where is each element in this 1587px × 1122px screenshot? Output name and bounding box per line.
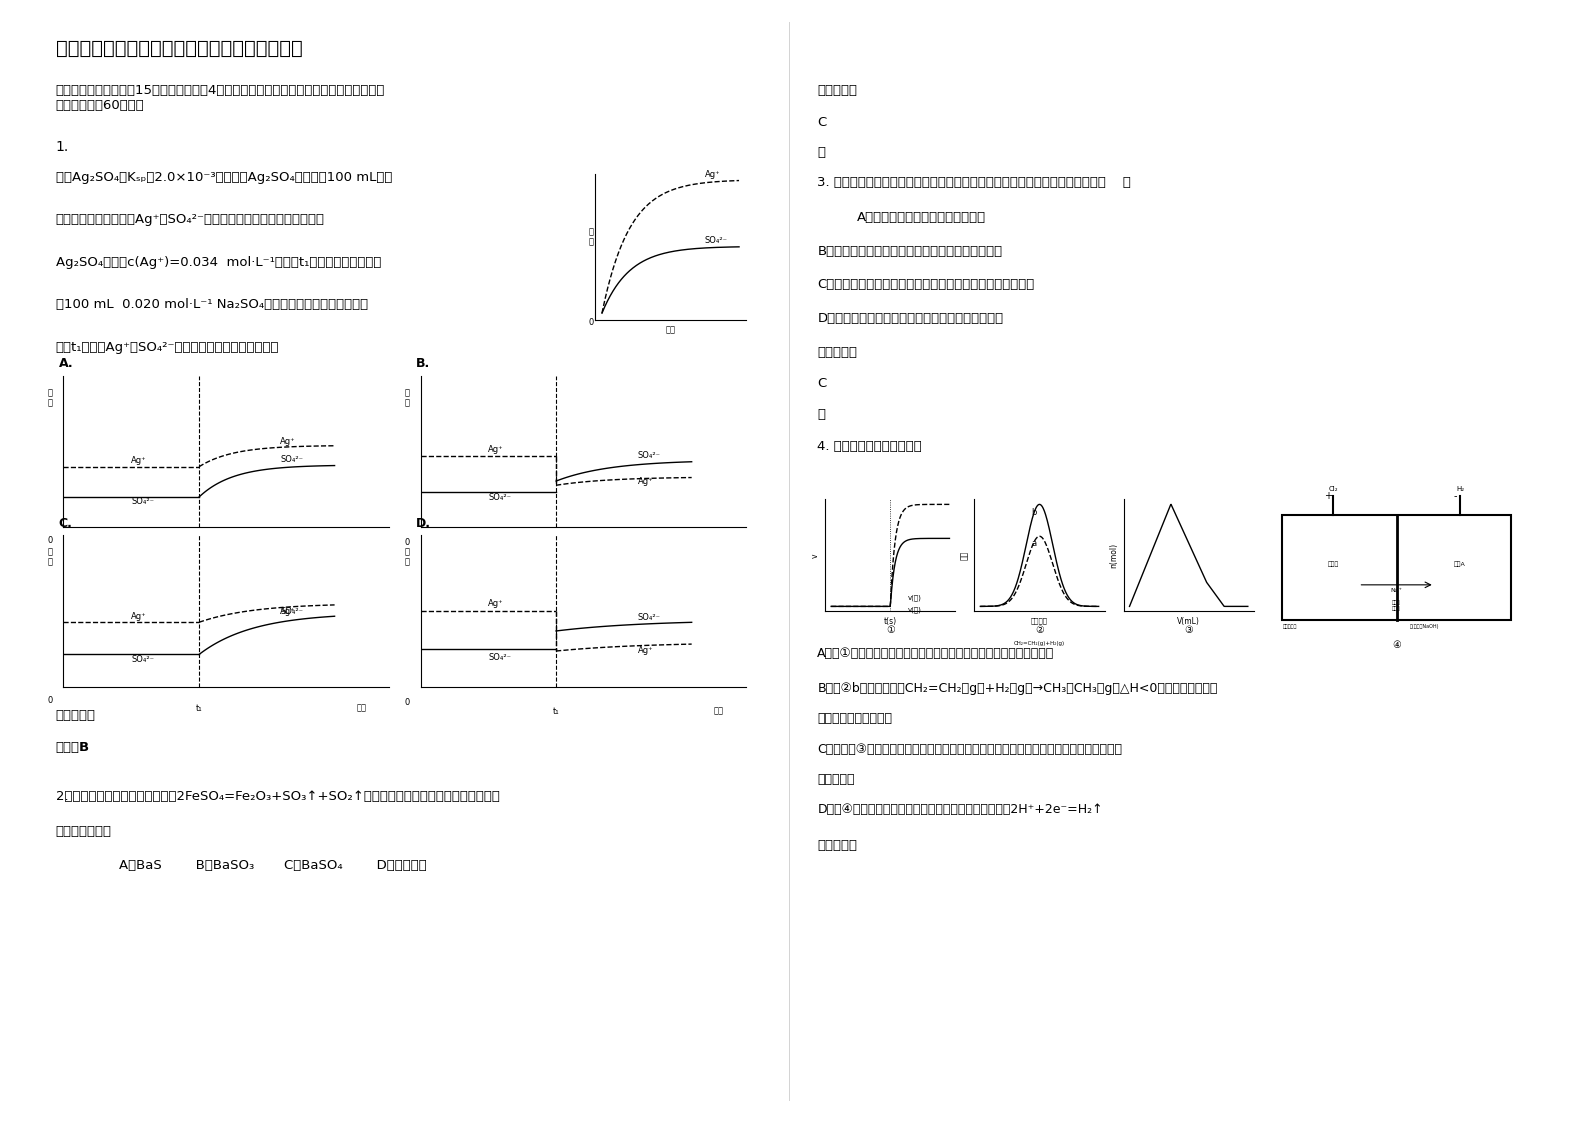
Text: t₁: t₁ xyxy=(552,707,560,716)
Text: Ag⁺: Ag⁺ xyxy=(638,477,654,486)
Text: D．图④电解饱和食盐水的装置中阴极的电极反应式为：2H⁺+2e⁻=H₂↑: D．图④电解饱和食盐水的装置中阴极的电极反应式为：2H⁺+2e⁻=H₂↑ xyxy=(817,803,1103,817)
Text: 陕西省汉中市铁路中学高三化学模拟试卷含解析: 陕西省汉中市铁路中学高三化学模拟试卷含解析 xyxy=(56,39,302,58)
Text: 参考答案：: 参考答案： xyxy=(817,346,857,359)
Text: A．图①可以表示对某化学平衡体系改变温度后反应速率随时间的变化: A．图①可以表示对某化学平衡体系改变温度后反应速率随时间的变化 xyxy=(817,647,1054,661)
Text: 水(含少量NaOH): 水(含少量NaOH) xyxy=(1409,625,1439,629)
Text: 浓
度: 浓 度 xyxy=(405,388,409,407)
Text: -: - xyxy=(1454,491,1457,502)
Text: 时间: 时间 xyxy=(714,546,724,555)
Text: 0: 0 xyxy=(405,698,409,707)
Text: 3. 煤是工业的粮食，石油是工业的血液。下列关于煤和石油的说法中错误的是（    ）: 3. 煤是工业的粮食，石油是工业的血液。下列关于煤和石油的说法中错误的是（ ） xyxy=(817,176,1132,190)
Text: ②: ② xyxy=(1035,625,1044,635)
Text: 参考答案：: 参考答案： xyxy=(817,84,857,98)
Text: SO₄²⁻: SO₄²⁻ xyxy=(281,456,303,465)
Text: 4. 下列各图与表述一致的是: 4. 下列各图与表述一致的是 xyxy=(817,440,922,453)
Text: +: + xyxy=(1324,491,1331,502)
Text: a: a xyxy=(1032,540,1036,549)
Text: Na⁺: Na⁺ xyxy=(1390,588,1403,592)
Text: SO₄²⁻: SO₄²⁻ xyxy=(489,653,511,662)
Text: Ag⁺: Ag⁺ xyxy=(281,607,297,616)
Text: SO₄²⁻: SO₄²⁻ xyxy=(705,236,728,245)
Text: SO₄²⁻: SO₄²⁻ xyxy=(489,493,511,502)
X-axis label: 反应过程: 反应过程 xyxy=(1032,617,1047,624)
Text: Ag⁺: Ag⁺ xyxy=(132,611,148,620)
Text: 浓
度: 浓 度 xyxy=(405,548,409,567)
Text: 0: 0 xyxy=(48,536,52,545)
Text: 反应过程中的能量变化: 反应过程中的能量变化 xyxy=(817,712,892,726)
Text: A．BaS        B．BaSO₃       C．BaSO₄        D．以上都有: A．BaS B．BaSO₃ C．BaSO₄ D．以上都有 xyxy=(119,859,427,873)
Text: C．煤制煤气是物理变化，是高效、清洁地利用煤的重要途径: C．煤制煤气是物理变化，是高效、清洁地利用煤的重要途径 xyxy=(817,278,1035,292)
Text: t₁: t₁ xyxy=(195,703,203,712)
Text: Ag₂SO₄溶液中c(Ag⁺)=0.034  mol·L⁻¹）。若t₁时刻在上述体系中加: Ag₂SO₄溶液中c(Ag⁺)=0.034 mol·L⁻¹）。若t₁时刻在上述体… xyxy=(56,256,381,269)
Text: Ag⁺: Ag⁺ xyxy=(132,457,148,466)
Text: 质的量变化: 质的量变化 xyxy=(817,773,855,787)
Text: 表示t₁时刻后Ag⁺和SO₄²⁻浓度随时间变化关系的是（）: 表示t₁时刻后Ag⁺和SO₄²⁻浓度随时间变化关系的是（） xyxy=(56,341,279,355)
Text: Ag⁺: Ag⁺ xyxy=(281,436,297,445)
Text: Ag⁺: Ag⁺ xyxy=(489,444,505,453)
Text: 一、单选题（本大题共15个小题，每小题4分。在每小题给出的四个选项中，只有一项符合
题目要求，共60分。）: 一、单选题（本大题共15个小题，每小题4分。在每小题给出的四个选项中，只有一项符… xyxy=(56,84,386,112)
Text: SO₄²⁻: SO₄²⁻ xyxy=(132,655,154,664)
Text: 略: 略 xyxy=(817,146,825,159)
Text: SO₄²⁻: SO₄²⁻ xyxy=(638,451,660,460)
Text: t₁: t₁ xyxy=(195,543,203,552)
Text: A．石油和煤属于不可再生矿物能源: A．石油和煤属于不可再生矿物能源 xyxy=(857,211,986,224)
Text: Ag⁺: Ag⁺ xyxy=(705,169,720,178)
Y-axis label: n(mol): n(mol) xyxy=(1109,543,1117,568)
Text: 2.: 2. xyxy=(56,790,68,803)
Text: ④: ④ xyxy=(1392,640,1401,650)
Text: B．图②b曲线表示反应CH₂=CH₂（g）+H₂（g）→CH₃－CH₃（g）△H<0，使用催化剂时，: B．图②b曲线表示反应CH₂=CH₂（g）+H₂（g）→CH₃－CH₃（g）△H… xyxy=(817,682,1217,696)
Text: 高温下硫酸亚铁发生如下反应：2FeSO₄=Fe₂O₃+SO₃↑+SO₂↑，若将生成的气体通入氯化钡溶液中，: 高温下硫酸亚铁发生如下反应：2FeSO₄=Fe₂O₃+SO₃↑+SO₂↑，若将生… xyxy=(56,790,500,803)
Text: 溶液A: 溶液A xyxy=(1454,561,1466,567)
Text: 时间: 时间 xyxy=(714,707,724,716)
Text: Ag⁺: Ag⁺ xyxy=(638,646,654,655)
Text: H₂: H₂ xyxy=(1455,486,1465,493)
Text: 答案：B: 答案：B xyxy=(56,741,90,754)
X-axis label: 时间: 时间 xyxy=(665,325,676,334)
Y-axis label: v: v xyxy=(811,553,819,558)
Text: ③: ③ xyxy=(1184,625,1193,635)
Text: Ag⁺: Ag⁺ xyxy=(489,599,505,608)
Text: CH₂=CH₂(g)+H₂(g): CH₂=CH₂(g)+H₂(g) xyxy=(1014,641,1065,646)
Text: B．石油中不含有烯烃，可以通过石油的分馏得汽油: B．石油中不含有烯烃，可以通过石油的分馏得汽油 xyxy=(817,245,1003,258)
Text: SO₄²⁻: SO₄²⁻ xyxy=(132,497,154,506)
Text: SO₄²⁻: SO₄²⁻ xyxy=(281,607,303,616)
Text: SO₄²⁻: SO₄²⁻ xyxy=(638,613,660,622)
Text: C.: C. xyxy=(59,516,73,530)
Text: 饱和食盐水: 饱和食盐水 xyxy=(1282,625,1297,629)
Text: 浓
度: 浓 度 xyxy=(48,548,52,567)
Text: Cl₂: Cl₂ xyxy=(1328,486,1338,493)
Text: 至刚好饱和，该过程中Ag⁺和SO₄²⁻浓度随时间变化关系如右图（饱和: 至刚好饱和，该过程中Ag⁺和SO₄²⁻浓度随时间变化关系如右图（饱和 xyxy=(56,213,325,227)
Text: 阳离子
交换膜: 阳离子 交换膜 xyxy=(1392,600,1401,611)
Text: 得到的沉淀物是: 得到的沉淀物是 xyxy=(56,825,111,838)
Text: D.: D. xyxy=(416,516,430,530)
Text: v(逆): v(逆) xyxy=(908,595,922,601)
Text: D．煤干馏主要得到焦炭、煤焦油、粗氨水和焦炉气: D．煤干馏主要得到焦炭、煤焦油、粗氨水和焦炉气 xyxy=(817,312,1003,325)
Text: 时间: 时间 xyxy=(357,703,367,712)
Text: C: C xyxy=(817,377,827,390)
Text: 1.: 1. xyxy=(56,140,68,154)
Text: ①: ① xyxy=(886,625,895,635)
Text: 参考答案：: 参考答案： xyxy=(56,709,95,723)
Text: B.: B. xyxy=(416,357,430,370)
Text: 入100 mL  0.020 mol·L⁻¹ Na₂SO₄溶液，下列示意图中，能正确: 入100 mL 0.020 mol·L⁻¹ Na₂SO₄溶液，下列示意图中，能正… xyxy=(56,298,368,312)
Text: C．曲线图③可以表示向一定量的氢氧化钠溶液中滴加一定浓度氯化铝溶液时产生沉淀的物: C．曲线图③可以表示向一定量的氢氧化钠溶液中滴加一定浓度氯化铝溶液时产生沉淀的物 xyxy=(817,743,1122,756)
Text: 参考答案：: 参考答案： xyxy=(817,839,857,853)
Text: A.: A. xyxy=(59,357,73,370)
Text: 已知Ag₂SO₄的Kₛₚ为2.0×10⁻³，将适量Ag₂SO₄固体溶于100 mL水中: 已知Ag₂SO₄的Kₛₚ为2.0×10⁻³，将适量Ag₂SO₄固体溶于100 m… xyxy=(56,171,392,184)
X-axis label: V(mL): V(mL) xyxy=(1178,617,1200,626)
Text: 0: 0 xyxy=(48,696,52,705)
Text: 0: 0 xyxy=(589,318,594,327)
Y-axis label: 浓
度: 浓 度 xyxy=(589,228,594,247)
Text: 时间: 时间 xyxy=(357,543,367,552)
Text: 淡盐水: 淡盐水 xyxy=(1327,561,1339,567)
Text: 浓
度: 浓 度 xyxy=(48,388,52,407)
Text: 略: 略 xyxy=(817,408,825,422)
Y-axis label: 能量: 能量 xyxy=(960,551,968,560)
Text: b: b xyxy=(1032,507,1036,516)
Text: t₁: t₁ xyxy=(552,546,560,555)
Text: 0: 0 xyxy=(405,537,409,546)
X-axis label: t(s): t(s) xyxy=(884,617,897,626)
Text: C: C xyxy=(817,116,827,129)
Text: v(正): v(正) xyxy=(908,606,922,613)
